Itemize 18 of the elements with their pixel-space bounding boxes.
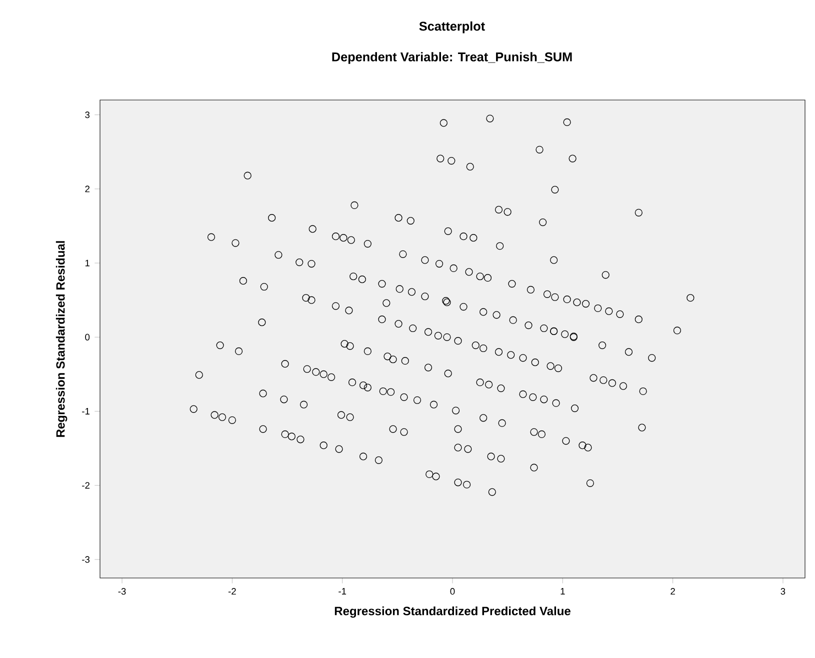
y-tick-label: 2 xyxy=(85,186,90,192)
y-tick-label: 3 xyxy=(85,112,90,118)
y-axis-title: Regression Standardized Residual xyxy=(56,241,68,437)
x-tick-label: 3 xyxy=(780,588,786,595)
chart-subtitle: Dependent Variable: Treat_Punish_SUM xyxy=(332,52,572,64)
x-tick-label: 2 xyxy=(670,588,675,595)
y-tick-label: 1 xyxy=(85,260,90,266)
chart-title: Scatterplot xyxy=(419,21,485,34)
x-tick-label: -2 xyxy=(228,588,236,595)
y-tick-label: -3 xyxy=(82,556,90,563)
x-axis-title: Regression Standardized Predicted Value xyxy=(334,606,570,618)
y-tick-label: 0 xyxy=(85,334,90,340)
y-tick-label: -2 xyxy=(82,482,90,489)
x-tick-label: -1 xyxy=(338,588,346,594)
y-tick-label: -1 xyxy=(82,408,90,414)
x-tick-label: 0 xyxy=(450,588,455,595)
x-tick-label: -3 xyxy=(118,588,126,595)
x-tick-label: 1 xyxy=(560,588,565,594)
